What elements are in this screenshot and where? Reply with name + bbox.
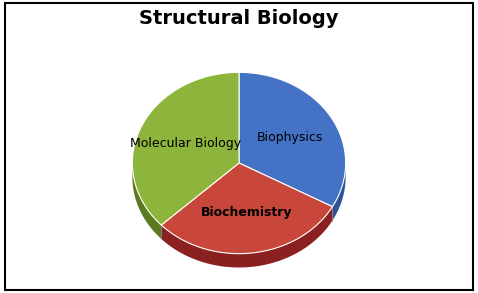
Text: Molecular Biology: Molecular Biology: [130, 137, 241, 150]
Polygon shape: [132, 162, 161, 239]
Polygon shape: [332, 163, 346, 221]
Polygon shape: [239, 72, 346, 207]
Text: Structural Biology: Structural Biology: [139, 9, 339, 28]
Polygon shape: [132, 72, 239, 225]
Polygon shape: [161, 163, 332, 254]
Polygon shape: [161, 207, 332, 268]
Text: Biophysics: Biophysics: [256, 131, 323, 144]
Text: Biochemistry: Biochemistry: [201, 206, 292, 219]
